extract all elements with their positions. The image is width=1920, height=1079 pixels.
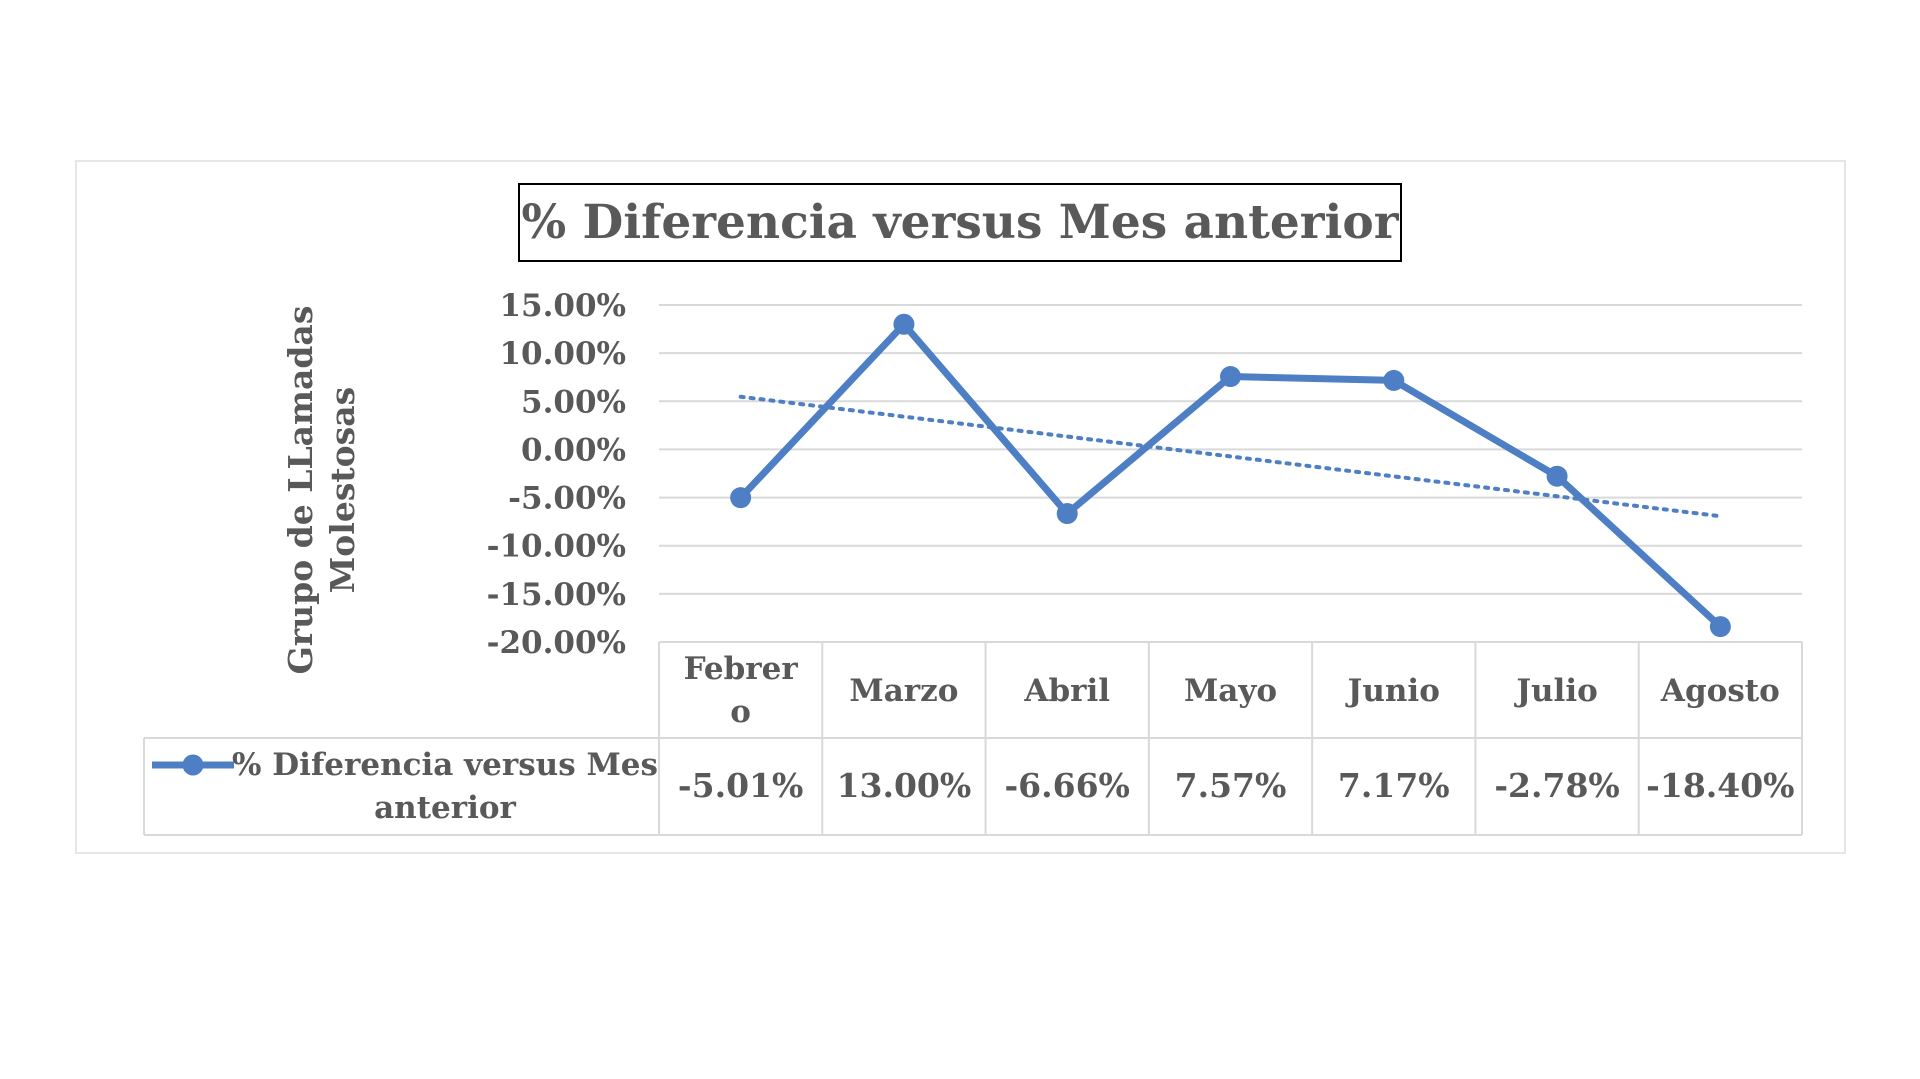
data-table-value: -5.01% [678, 766, 803, 805]
data-point [1220, 366, 1241, 388]
y-tick-label: 15.00% [499, 288, 626, 324]
data-table-value: -2.78% [1494, 766, 1619, 805]
x-category-label: Abril [1023, 673, 1110, 709]
data-point [893, 313, 915, 335]
data-point [1546, 465, 1568, 487]
data-point [730, 487, 752, 509]
x-category-label: Julio [1513, 673, 1597, 709]
trendline [738, 394, 1723, 519]
chart-title-box: % Diferencia versus Mes anterior [518, 183, 1402, 262]
legend-series-label: % Diferencia versus Mes anterior [232, 747, 658, 826]
y-tick-label: -20.00% [487, 625, 626, 661]
data-table-value: 7.17% [1338, 766, 1450, 805]
data-point [1383, 369, 1405, 391]
y-tick-label: 0.00% [521, 432, 626, 468]
x-category-label: Agosto [1660, 673, 1780, 709]
y-tick-label: 10.00% [499, 336, 626, 372]
data-table-value: 7.57% [1175, 766, 1287, 805]
y-tick-label: 5.00% [521, 384, 626, 420]
data-table-value: -6.66% [1004, 766, 1129, 805]
y-axis-title: Grupo de LLamadas Molestosas [281, 305, 362, 675]
legend-marker-icon [182, 754, 204, 776]
data-point [1709, 616, 1731, 638]
x-category-label: Marzo [849, 673, 958, 709]
data-point [1056, 503, 1078, 525]
x-category-label: Junio [1345, 673, 1440, 709]
y-tick-label: -15.00% [487, 577, 626, 613]
data-table-value: -18.40% [1646, 766, 1794, 805]
x-category-label: Mayo [1184, 673, 1277, 709]
y-tick-label: -5.00% [508, 481, 626, 517]
chart-title: % Diferencia versus Mes anterior [521, 195, 1399, 250]
x-category-label: Febrer o [684, 651, 799, 730]
y-tick-label: -10.00% [487, 529, 626, 565]
data-table-value: 13.00% [837, 766, 972, 805]
